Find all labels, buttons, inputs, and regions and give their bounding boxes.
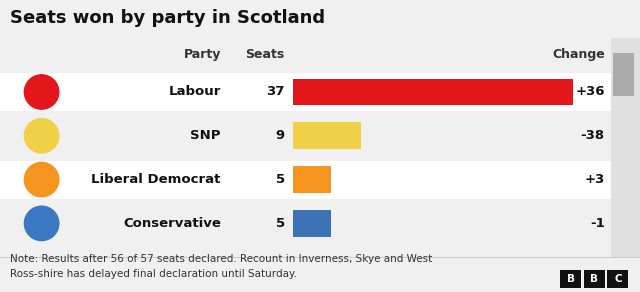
Ellipse shape bbox=[24, 118, 60, 154]
Text: +3: +3 bbox=[584, 173, 605, 186]
Text: -38: -38 bbox=[580, 129, 605, 142]
Text: +36: +36 bbox=[575, 86, 605, 98]
FancyBboxPatch shape bbox=[0, 41, 611, 75]
Text: Note: Results after 56 of 57 seats declared. Recount in Inverness, Skye and West: Note: Results after 56 of 57 seats decla… bbox=[10, 254, 432, 264]
Text: Change: Change bbox=[552, 48, 605, 60]
FancyBboxPatch shape bbox=[560, 270, 581, 288]
Text: 5: 5 bbox=[276, 217, 285, 230]
Text: -1: -1 bbox=[590, 217, 605, 230]
Text: B: B bbox=[590, 274, 598, 284]
FancyBboxPatch shape bbox=[293, 210, 331, 237]
FancyBboxPatch shape bbox=[607, 270, 628, 288]
Text: SNP: SNP bbox=[190, 129, 221, 142]
Text: C: C bbox=[614, 274, 621, 284]
FancyBboxPatch shape bbox=[293, 166, 331, 193]
Text: Ross-shire has delayed final declaration until Saturday.: Ross-shire has delayed final declaration… bbox=[10, 269, 296, 279]
Text: 9: 9 bbox=[276, 129, 285, 142]
Ellipse shape bbox=[24, 162, 60, 197]
Text: Party: Party bbox=[184, 48, 221, 60]
Text: 5: 5 bbox=[276, 173, 285, 186]
FancyBboxPatch shape bbox=[611, 38, 640, 257]
Text: 37: 37 bbox=[266, 86, 285, 98]
Ellipse shape bbox=[24, 74, 60, 110]
Text: B: B bbox=[566, 274, 575, 284]
Text: Labour: Labour bbox=[168, 86, 221, 98]
FancyBboxPatch shape bbox=[0, 161, 611, 199]
FancyBboxPatch shape bbox=[293, 123, 361, 149]
FancyBboxPatch shape bbox=[0, 204, 611, 242]
Text: Seats: Seats bbox=[246, 48, 285, 60]
FancyBboxPatch shape bbox=[0, 73, 611, 111]
Ellipse shape bbox=[24, 206, 60, 241]
Text: Seats won by party in Scotland: Seats won by party in Scotland bbox=[10, 9, 324, 27]
FancyBboxPatch shape bbox=[584, 270, 605, 288]
FancyBboxPatch shape bbox=[613, 53, 634, 96]
FancyBboxPatch shape bbox=[0, 117, 611, 155]
FancyBboxPatch shape bbox=[0, 38, 611, 257]
Text: Liberal Democrat: Liberal Democrat bbox=[92, 173, 221, 186]
FancyBboxPatch shape bbox=[293, 79, 573, 105]
Text: Conservative: Conservative bbox=[123, 217, 221, 230]
